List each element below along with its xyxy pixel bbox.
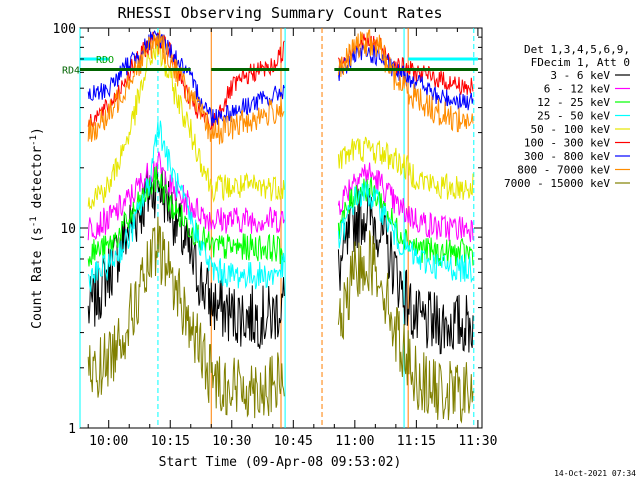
legend-header-line-2: FDecim 1, Att 0 [531,56,630,69]
flag-label-rdo: RDO [96,55,114,66]
legend-label-9: 7000 - 15000 keV [504,177,610,190]
y-tick-label: 10 [60,222,76,237]
legend-label-4: 25 - 50 keV [537,110,610,123]
series-line-9 [87,216,474,424]
legend-label-3: 12 - 25 keV [537,96,610,109]
flag-label-rd4: RD4 [62,66,80,77]
x-tick-label: 11:00 [335,434,374,449]
legend-label-7: 300 - 800 keV [524,150,610,163]
x-tick-label: 10:30 [212,434,251,449]
y-tick-label: 1 [68,422,76,437]
x-tick-label: 11:15 [397,434,436,449]
legend-label-8: 800 - 7000 keV [517,164,610,177]
x-tick-label: 10:45 [274,434,313,449]
legend-label-5: 50 - 100 keV [531,123,611,136]
legend-header-line-1: Det 1,3,4,5,6,9, [524,43,630,56]
series-line-4 [87,120,474,293]
chart-title: RHESSI Observing Summary Count Rates [117,4,442,22]
y-tick-label: 100 [53,22,76,37]
legend-label-6: 100 - 300 keV [524,137,610,150]
x-tick-label: 11:30 [458,434,497,449]
x-tick-label: 10:15 [151,434,190,449]
series-line-5 [87,38,474,210]
plot-area [79,27,483,429]
footer-timestamp: 14-Oct-2021 07:34 [554,469,636,478]
x-axis-label: Start Time (09-Apr-08 09:53:02) [159,455,402,470]
series-line-8 [87,29,474,145]
legend-label-1: 3 - 6 keV [550,69,610,82]
series-line-2 [87,151,474,243]
series-line-3 [87,166,474,267]
legend: Det 1,3,4,5,6,9, FDecim 1, Att 0 3 - 6 k… [504,43,630,190]
y-axis-label: Count Rate (s-1 detector-1) [29,127,45,329]
x-tick-label: 10:00 [89,434,128,449]
legend-label-2: 6 - 12 keV [544,83,611,96]
